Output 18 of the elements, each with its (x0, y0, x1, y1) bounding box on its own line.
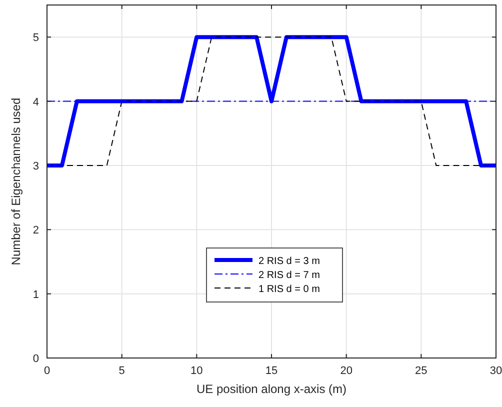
x-tick-label: 15 (265, 365, 278, 377)
y-tick-label: 1 (32, 288, 39, 301)
legend-label: 2 RIS d = 3 m (258, 256, 320, 267)
x-tick-label: 10 (190, 365, 203, 377)
x-tick-label: 25 (415, 365, 428, 377)
x-tick-label: 5 (118, 365, 125, 377)
x-tick-label: 20 (340, 365, 352, 377)
y-tick-label: 4 (32, 96, 39, 108)
y-tick-label: 0 (32, 353, 39, 365)
x-tick-label: 0 (44, 365, 50, 377)
x-tick-label: 30 (490, 365, 502, 377)
y-tick-label: 3 (32, 160, 39, 172)
y-axis-title: Number of Eigenchannels used (9, 98, 23, 266)
legend-label: 1 RIS d = 0 m (258, 284, 320, 295)
y-tick-label: 5 (32, 32, 39, 44)
x-axis-title: UE position along x-axis (m) (196, 382, 347, 396)
legend-label: 2 RIS d = 7 m (258, 270, 320, 281)
y-tick-label: 2 (32, 224, 39, 237)
